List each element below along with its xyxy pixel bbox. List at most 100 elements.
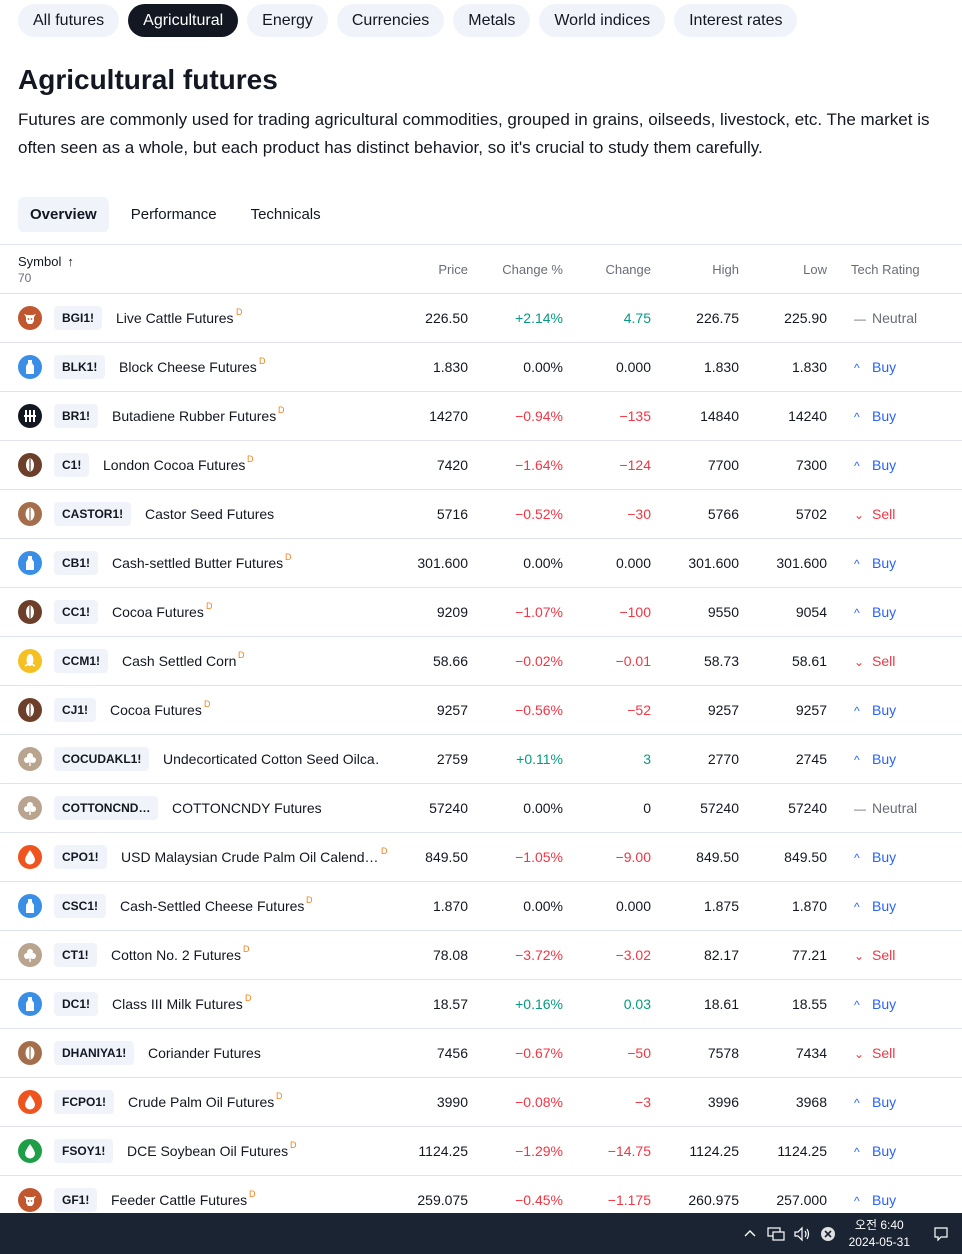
instrument-name[interactable]: Live Cattle Futures xyxy=(116,310,234,326)
tech-rating[interactable]: — Neutral xyxy=(854,310,917,326)
ticker-badge[interactable]: CJ1! xyxy=(54,698,97,722)
instrument-name[interactable]: Cash-settled Butter Futures xyxy=(112,555,284,571)
tech-rating[interactable]: ⌄ Sell xyxy=(854,947,895,963)
instrument-name[interactable]: DCE Soybean Oil Futures xyxy=(127,1143,289,1159)
table-row[interactable]: COTTONCND… COTTONCNDY Futures 57240 0.00% 0 5… xyxy=(0,784,962,833)
instrument-name[interactable]: Coriander Futures xyxy=(148,1045,261,1061)
header-price[interactable]: Price xyxy=(438,262,468,277)
instrument-name[interactable]: Block Cheese Futures xyxy=(119,359,257,375)
header-change[interactable]: Change xyxy=(605,262,651,277)
table-row[interactable]: CASTOR1! Castor Seed Futures 5716 −0.52% −30… xyxy=(0,490,962,539)
ticker-badge[interactable]: CT1! xyxy=(54,943,97,967)
instrument-name[interactable]: Cocoa Futures xyxy=(112,604,204,620)
ticker-badge[interactable]: COCUDAKL1! xyxy=(54,747,150,771)
tab-agricultural[interactable]: Agricultural xyxy=(128,4,239,37)
ticker-badge[interactable]: CPO1! xyxy=(54,845,107,869)
tab-technicals[interactable]: Technicals xyxy=(250,206,321,223)
table-row[interactable]: CSC1! Cash-Settled Cheese Futures D 1.870 0.… xyxy=(0,882,962,931)
ticker-badge[interactable]: DC1! xyxy=(54,992,99,1016)
ticker-badge[interactable]: FSOY1! xyxy=(54,1139,114,1163)
tab-world-indices[interactable]: World indices xyxy=(539,4,666,37)
table-row[interactable]: C1! London Cocoa Futures D 7420 −1.64% −124 77… xyxy=(0,441,962,490)
close-circle-icon[interactable] xyxy=(819,1225,837,1243)
table-row[interactable]: DHANIYA1! Coriander Futures 7456 −0.67% −50 7… xyxy=(0,1029,962,1078)
table-row[interactable]: CJ1! Cocoa Futures D 9257 −0.56% −52 9257 9257 ^… xyxy=(0,686,962,735)
ticker-badge[interactable]: CCM1! xyxy=(54,649,108,673)
tab-energy[interactable]: Energy xyxy=(247,4,328,37)
ticker-badge[interactable]: FCPO1! xyxy=(54,1090,115,1114)
table-row[interactable]: BLK1! Block Cheese Futures D 1.830 0.00% 0.00… xyxy=(0,343,962,392)
ticker-badge[interactable]: COTTONCND… xyxy=(54,796,159,820)
ticker-badge[interactable]: CC1! xyxy=(54,600,99,624)
table-row[interactable]: CCM1! Cash Settled Corn D 58.66 −0.02% −0.01 5… xyxy=(0,637,962,686)
instrument-name[interactable]: Cash Settled Corn xyxy=(122,653,237,669)
header-low[interactable]: Low xyxy=(803,262,827,277)
tech-rating[interactable]: ^ Buy xyxy=(854,1143,896,1159)
instrument-name[interactable]: Castor Seed Futures xyxy=(145,506,275,522)
instrument-name[interactable]: Feeder Cattle Futures xyxy=(111,1192,248,1208)
header-high[interactable]: High xyxy=(712,262,739,277)
header-symbol[interactable]: Symbol ↑ xyxy=(18,254,74,269)
tech-rating[interactable]: ^ Buy xyxy=(854,751,896,767)
instrument-name[interactable]: Cash-Settled Cheese Futures xyxy=(120,898,305,914)
notification-icon[interactable] xyxy=(932,1225,950,1243)
volume-icon[interactable] xyxy=(793,1225,811,1243)
ticker-badge[interactable]: GF1! xyxy=(54,1188,98,1212)
clock[interactable]: 오전 6:40 2024-05-31 xyxy=(849,1217,910,1251)
instrument-name[interactable]: Cocoa Futures xyxy=(110,702,202,718)
tech-rating[interactable]: ⌄ Sell xyxy=(854,653,895,669)
tech-rating[interactable]: ^ Buy xyxy=(854,408,896,424)
instrument-name[interactable]: Butadiene Rubber Futures xyxy=(112,408,277,424)
instrument-name[interactable]: COTTONCNDY Futures xyxy=(172,800,322,816)
instrument-name[interactable]: Class III Milk Futures xyxy=(112,996,243,1012)
tech-rating[interactable]: ^ Buy xyxy=(854,702,896,718)
table-row[interactable]: BGI1! Live Cattle Futures D 226.50 +2.14% 4.7… xyxy=(0,294,962,343)
tech-rating[interactable]: ^ Buy xyxy=(854,457,896,473)
instrument-name[interactable]: London Cocoa Futures xyxy=(103,457,246,473)
tech-rating[interactable]: ^ Buy xyxy=(854,555,896,571)
tech-rating[interactable]: ^ Buy xyxy=(854,1094,896,1110)
table-row[interactable]: CPO1! USD Malaysian Crude Palm Oil Calend… xyxy=(0,833,962,882)
tab-performance[interactable]: Performance xyxy=(130,206,217,223)
ticker-badge[interactable]: BR1! xyxy=(54,404,99,428)
table-row[interactable]: CC1! Cocoa Futures D 9209 −1.07% −100 9550 9054… xyxy=(0,588,962,637)
ticker-badge[interactable]: BGI1! xyxy=(54,306,103,330)
ticker-badge[interactable]: CSC1! xyxy=(54,894,107,918)
category-tabs: All futures Agricultural Energy Currenci… xyxy=(18,4,798,37)
tech-rating[interactable]: ^ Buy xyxy=(854,996,896,1012)
chevron-up-icon[interactable] xyxy=(741,1225,759,1243)
ticker-badge[interactable]: CB1! xyxy=(54,551,99,575)
table-row[interactable]: COCUDAKL1! Undecorticated Cotton Seed Oil… xyxy=(0,735,962,784)
tech-rating[interactable]: ^ Buy xyxy=(854,1192,896,1208)
header-change-pct[interactable]: Change % xyxy=(502,262,563,277)
tech-rating[interactable]: ⌄ Sell xyxy=(854,1045,895,1061)
table-row[interactable]: CB1! Cash-settled Butter Futures D 301.600 0… xyxy=(0,539,962,588)
table-row[interactable]: BR1! Butadiene Rubber Futures D 14270 −0.94%… xyxy=(0,392,962,441)
tech-rating[interactable]: ^ Buy xyxy=(854,898,896,914)
tab-all-futures[interactable]: All futures xyxy=(18,4,120,37)
tech-rating[interactable]: ^ Buy xyxy=(854,604,896,620)
tab-currencies[interactable]: Currencies xyxy=(336,4,445,37)
instrument-name[interactable]: Crude Palm Oil Futures xyxy=(128,1094,275,1110)
network-icon[interactable] xyxy=(767,1225,785,1243)
instrument-name[interactable]: Cotton No. 2 Futures xyxy=(111,947,241,963)
ticker-badge[interactable]: DHANIYA1! xyxy=(54,1041,135,1065)
tab-interest-rates[interactable]: Interest rates xyxy=(674,4,798,37)
tech-rating[interactable]: — Neutral xyxy=(854,800,917,816)
table-row[interactable]: FSOY1! DCE Soybean Oil Futures D 1124.25 −1.… xyxy=(0,1127,962,1176)
table-row[interactable]: DC1! Class III Milk Futures D 18.57 +0.16% 0.… xyxy=(0,980,962,1029)
header-tech-rating[interactable]: Tech Rating xyxy=(851,262,920,277)
tech-rating[interactable]: ⌄ Sell xyxy=(854,506,895,522)
ticker-badge[interactable]: C1! xyxy=(54,453,90,477)
tech-rating[interactable]: ^ Buy xyxy=(854,849,896,865)
ticker-badge[interactable]: BLK1! xyxy=(54,355,106,379)
table-row[interactable]: CT1! Cotton No. 2 Futures D 78.08 −3.72% −3.0… xyxy=(0,931,962,980)
instrument-name[interactable]: USD Malaysian Crude Palm Oil Calend… xyxy=(121,849,379,865)
tab-overview[interactable]: Overview xyxy=(18,197,109,232)
table-row[interactable]: FCPO1! Crude Palm Oil Futures D 3990 −0.08% −… xyxy=(0,1078,962,1127)
instrument-name[interactable]: Undecorticated Cotton Seed Oilca… xyxy=(163,751,380,767)
tab-metals[interactable]: Metals xyxy=(453,4,531,37)
tech-rating[interactable]: ^ Buy xyxy=(854,359,896,375)
ticker-badge[interactable]: CASTOR1! xyxy=(54,502,132,526)
chevron-up-icon: ^ xyxy=(854,557,860,571)
